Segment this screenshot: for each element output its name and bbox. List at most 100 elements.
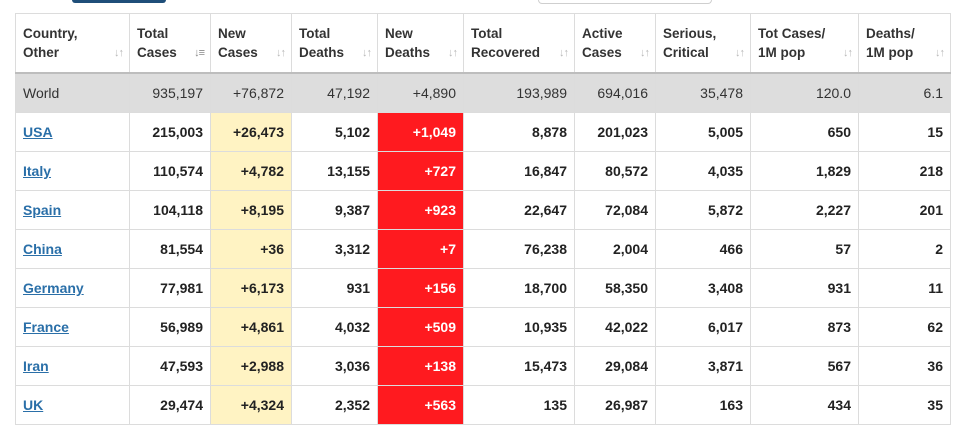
country-link[interactable]: UK [23,397,44,413]
deaths-per-1m-cell: 36 [858,346,951,386]
country-link[interactable]: USA [23,124,53,140]
new-cases-cell: +26,473 [210,112,292,152]
serious-critical-cell: 163 [655,385,751,425]
header-country[interactable]: Country, Other ↓↑ [15,13,130,74]
country-cell: Germany [15,268,130,308]
world-active-cases: 694,016 [574,72,656,113]
header-deaths-per-1m[interactable]: Deaths/1M pop ↓↑ [858,13,951,74]
new-cases-cell: +2,988 [210,346,292,386]
new-cases-cell: +36 [210,229,292,269]
country-cell: France [15,307,130,347]
total-deaths-cell: 2,352 [291,385,378,425]
country-link[interactable]: Spain [23,202,62,218]
header-serious-critical[interactable]: Serious, Critical ↓↑ [655,13,751,74]
serious-critical-cell: 5,005 [655,112,751,152]
header-total-cases[interactable]: Total Cases ↓≡ [129,13,211,74]
total-deaths-cell: 3,036 [291,346,378,386]
total-recovered-cell: 16,847 [463,151,575,191]
new-deaths-cell: +727 [377,151,464,191]
new-deaths-cell: +509 [377,307,464,347]
total-deaths-cell: 9,387 [291,190,378,230]
cases-per-1m-cell: 931 [750,268,859,308]
new-deaths-cell: +156 [377,268,464,308]
sort-icon[interactable]: ↓↑ [559,47,569,59]
country-link[interactable]: Germany [23,280,84,296]
active-tab-indicator[interactable] [72,0,166,3]
active-cases-cell: 42,022 [574,307,656,347]
header-new-deaths[interactable]: New Deaths ↓↑ [377,13,464,74]
serious-critical-cell: 3,408 [655,268,751,308]
deaths-per-1m-cell: 35 [858,385,951,425]
cases-per-1m-cell: 873 [750,307,859,347]
sort-icon[interactable]: ↓↑ [114,47,124,59]
deaths-per-1m-cell: 218 [858,151,951,191]
header-total-recovered[interactable]: Total Recovered ↓↑ [463,13,575,74]
header-active-cases[interactable]: Active Cases ↓↑ [574,13,656,74]
header-tot-cases-per-1m[interactable]: Tot Cases/1M pop ↓↑ [750,13,859,74]
new-deaths-cell: +1,049 [377,112,464,152]
new-deaths-cell: +138 [377,346,464,386]
table-row: France 56,989 +4,861 4,032 +509 10,935 42,022 6… [15,307,951,347]
total-deaths-cell: 4,032 [291,307,378,347]
new-cases-cell: +4,324 [210,385,292,425]
table-row: UK 29,474 +4,324 2,352 +563 135 26,987 163 434 35 [15,385,951,425]
country-cell: China [15,229,130,269]
sort-icon[interactable]: ↓↑ [448,47,458,59]
cases-per-1m-cell: 2,227 [750,190,859,230]
total-cases-cell: 110,574 [129,151,211,191]
country-cell: Italy [15,151,130,191]
active-cases-cell: 2,004 [574,229,656,269]
total-recovered-cell: 15,473 [463,346,575,386]
world-new-cases: +76,872 [210,72,292,113]
new-cases-cell: +6,173 [210,268,292,308]
total-deaths-cell: 5,102 [291,112,378,152]
new-cases-cell: +4,782 [210,151,292,191]
active-cases-cell: 26,987 [574,385,656,425]
table-row: Germany 77,981 +6,173 931 +156 18,700 58,350 3,… [15,268,951,308]
active-cases-cell: 72,084 [574,190,656,230]
sort-icon[interactable]: ↓↑ [276,47,286,59]
sort-icon[interactable]: ↓↑ [735,47,745,59]
serious-critical-cell: 5,872 [655,190,751,230]
serious-critical-cell: 466 [655,229,751,269]
world-deaths-per-1m: 6.1 [858,72,951,113]
total-deaths-cell: 3,312 [291,229,378,269]
country-cell: UK [15,385,130,425]
country-link[interactable]: Italy [23,163,52,179]
cases-per-1m-cell: 567 [750,346,859,386]
total-deaths-cell: 13,155 [291,151,378,191]
sort-icon[interactable]: ↓↑ [362,47,372,59]
sort-icon[interactable]: ↓↑ [843,47,853,59]
sort-icon[interactable]: ↓↑ [935,47,945,59]
table-row: China 81,554 +36 3,312 +7 76,238 2,004 466 57 2 [15,229,951,269]
active-cases-cell: 80,572 [574,151,656,191]
country-cell: Iran [15,346,130,386]
new-deaths-cell: +7 [377,229,464,269]
new-cases-cell: +8,195 [210,190,292,230]
country-link[interactable]: China [23,241,62,257]
total-cases-cell: 56,989 [129,307,211,347]
sort-desc-icon[interactable]: ↓≡ [194,47,205,59]
serious-critical-cell: 6,017 [655,307,751,347]
table-body: World 935,197 +76,872 47,192 +4,890 193,… [15,72,951,425]
search-box-edge[interactable] [538,0,712,4]
total-recovered-cell: 76,238 [463,229,575,269]
header-row: Country, Other ↓↑ Total Cases ↓≡ New Cases ↓↑ … [15,13,951,74]
country-link[interactable]: Iran [23,358,49,374]
sort-icon[interactable]: ↓↑ [640,47,650,59]
total-deaths-cell: 931 [291,268,378,308]
header-new-cases[interactable]: New Cases ↓↑ [210,13,292,74]
country-link[interactable]: France [23,319,69,335]
cases-per-1m-cell: 1,829 [750,151,859,191]
deaths-per-1m-cell: 2 [858,229,951,269]
total-recovered-cell: 8,878 [463,112,575,152]
header-total-deaths[interactable]: Total Deaths ↓↑ [291,13,378,74]
world-serious-critical: 35,478 [655,72,751,113]
total-recovered-cell: 135 [463,385,575,425]
cases-per-1m-cell: 650 [750,112,859,152]
serious-critical-cell: 4,035 [655,151,751,191]
world-label: World [15,72,130,113]
table-row: Iran 47,593 +2,988 3,036 +138 15,473 29,084 3,8… [15,346,951,386]
deaths-per-1m-cell: 11 [858,268,951,308]
total-recovered-cell: 18,700 [463,268,575,308]
